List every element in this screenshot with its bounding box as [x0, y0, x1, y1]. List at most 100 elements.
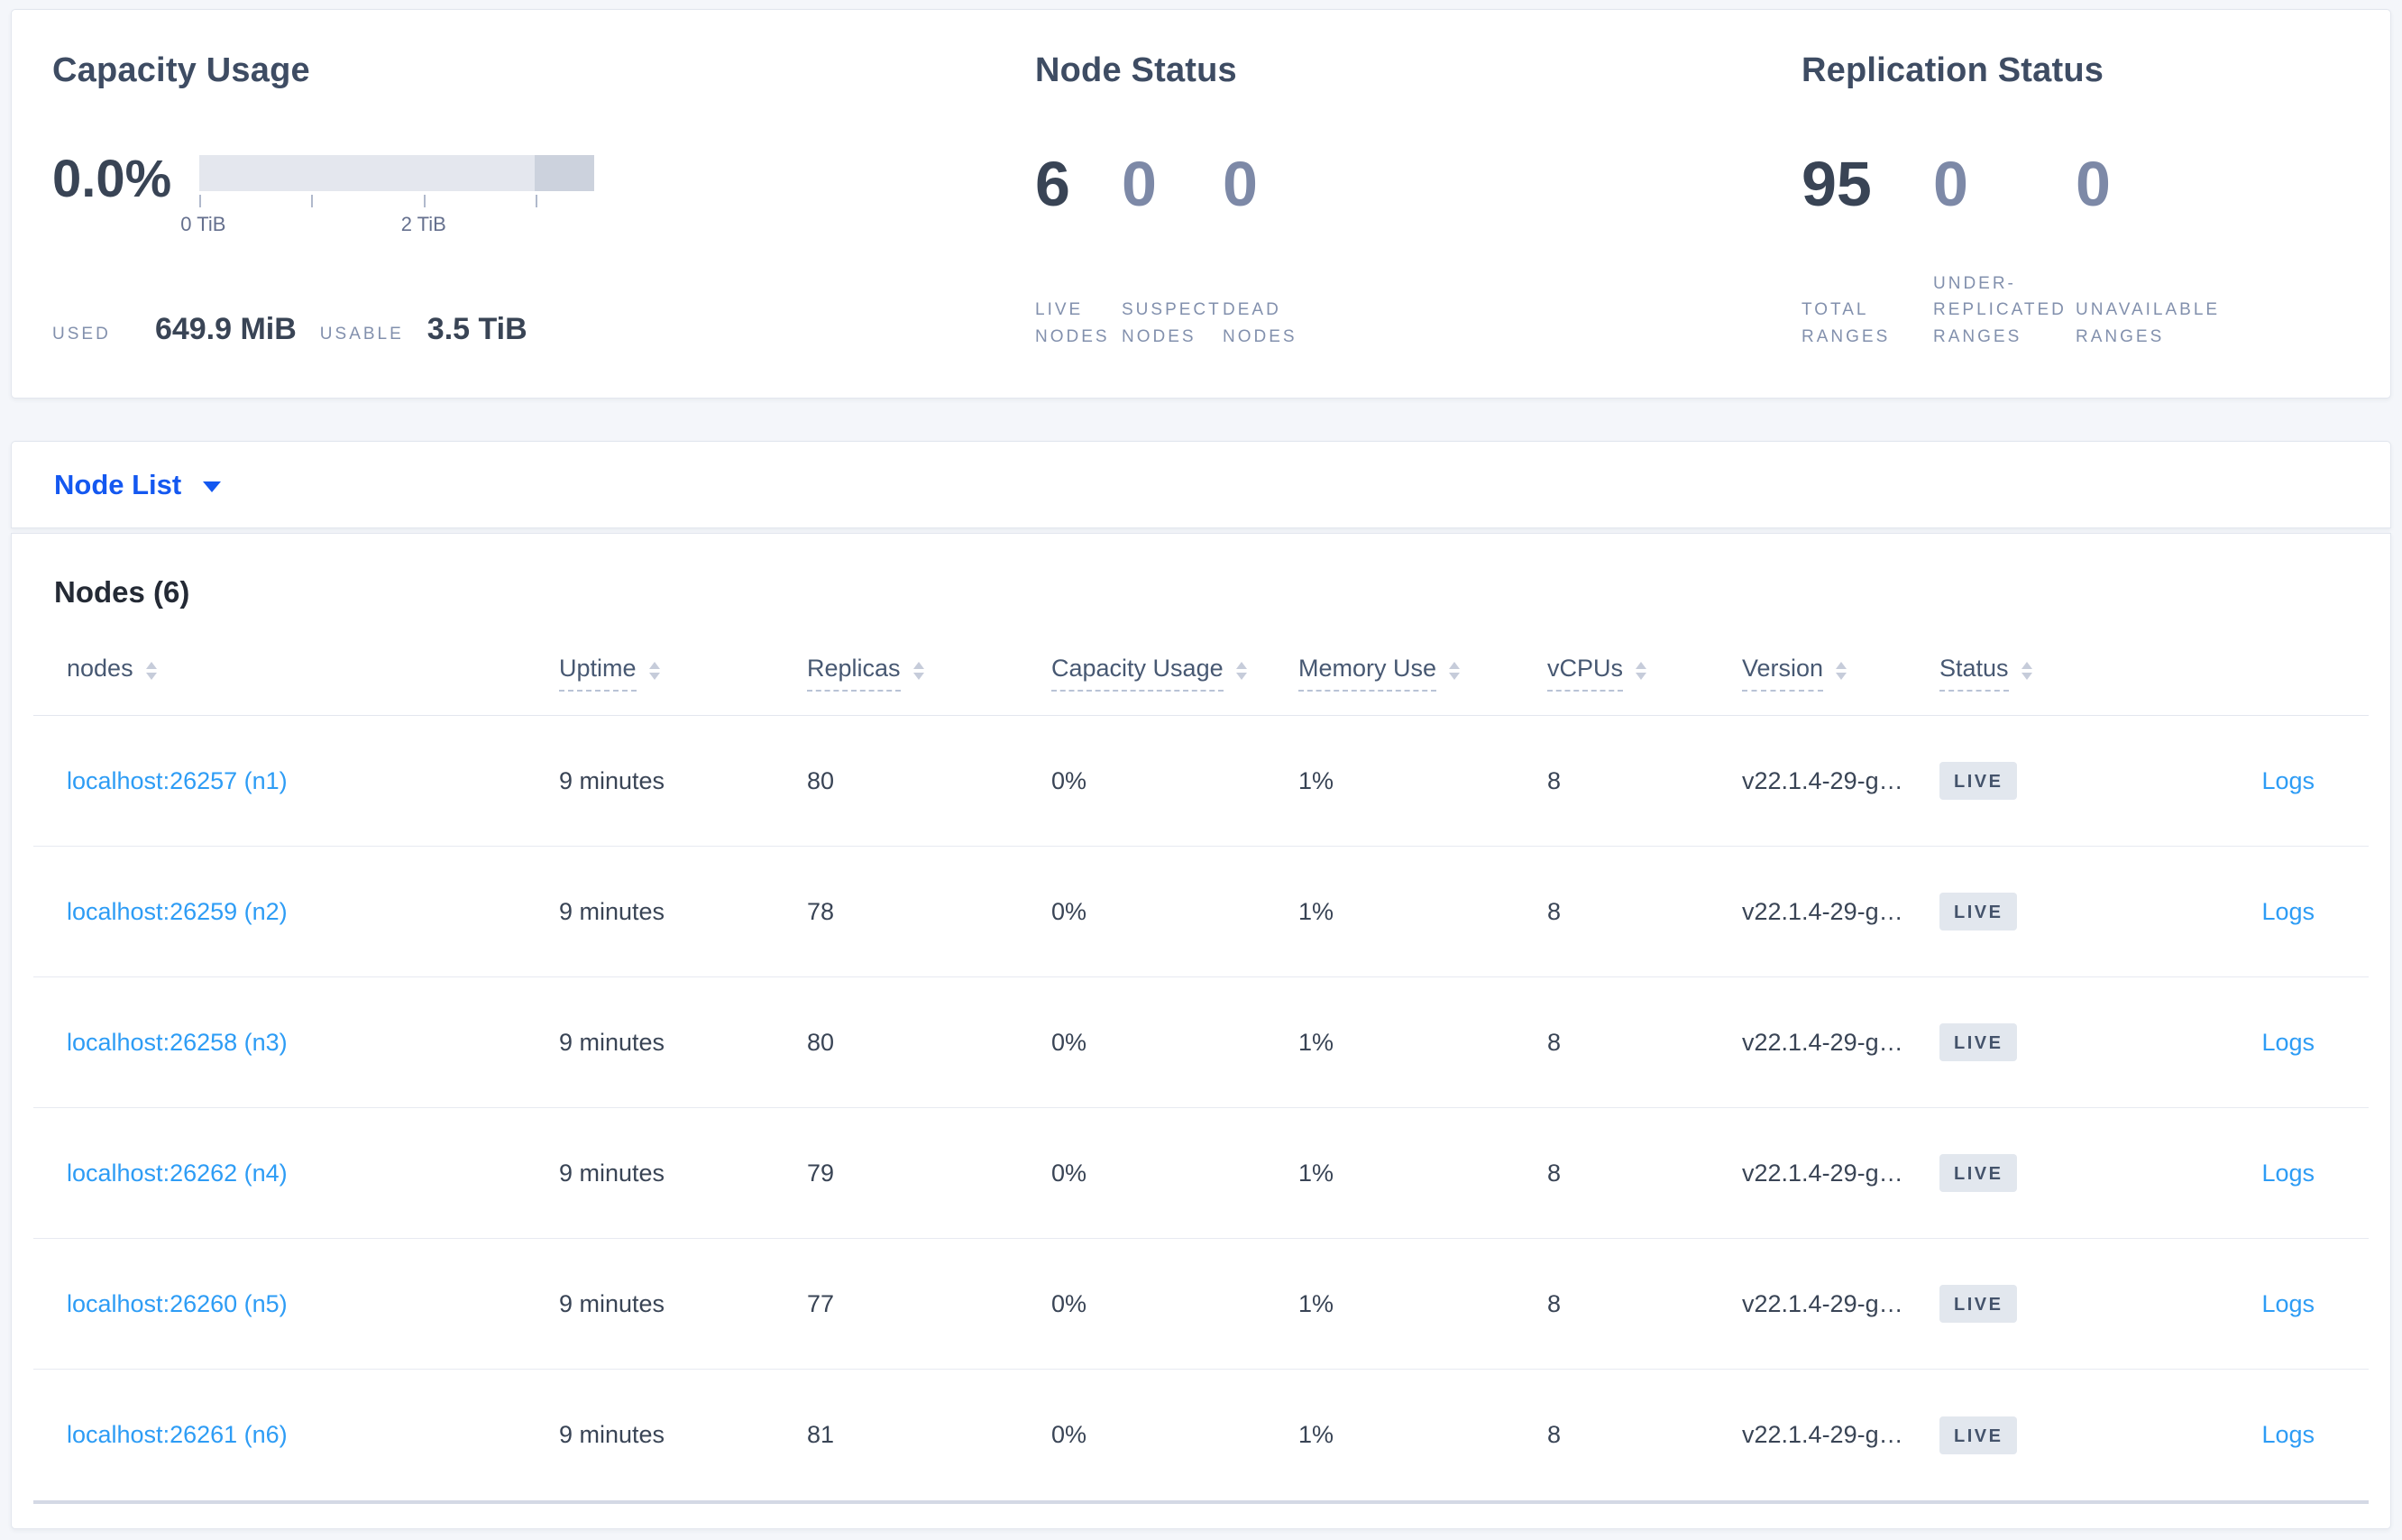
replicas-cell: 81: [807, 1421, 835, 1448]
stat-label: UNDER-REPLICATED RANGES: [1933, 273, 2067, 346]
status-badge: LIVE: [1939, 1154, 2018, 1192]
axis-tick-label: 0 TiB: [180, 213, 226, 235]
cluster-summary-panel: Capacity Usage 0.0% 0 TiB 2 TiB USED 6: [11, 9, 2391, 399]
column-header-memory-use[interactable]: Memory Use: [1298, 655, 1547, 692]
node-link[interactable]: localhost:26258 (n3): [67, 1028, 288, 1056]
table-header-row: nodes Uptime Replicas Capacity Usage Mem…: [33, 646, 2369, 716]
column-header-uptime[interactable]: Uptime: [559, 655, 807, 692]
view-selector-bar: Node List: [11, 441, 2391, 528]
column-header-label: Uptime: [559, 655, 637, 692]
replicas-cell: 77: [807, 1289, 835, 1317]
capacity-usage-cell: 0%: [1051, 1028, 1087, 1056]
logs-link[interactable]: Logs: [2261, 1421, 2315, 1448]
uptime-cell: 9 minutes: [559, 1289, 665, 1317]
logs-link[interactable]: Logs: [2261, 1028, 2315, 1056]
column-header-nodes[interactable]: nodes: [33, 655, 559, 690]
node-link[interactable]: localhost:26260 (n5): [67, 1289, 288, 1317]
memory-use-cell: 1%: [1298, 1289, 1334, 1317]
total-ranges-stat: 95 TOTAL RANGES: [1802, 152, 1933, 350]
status-badge: LIVE: [1939, 1285, 2018, 1323]
vcpus-cell: 8: [1547, 1289, 1562, 1317]
column-header-label: Capacity Usage: [1051, 655, 1224, 692]
logs-link[interactable]: Logs: [2261, 1289, 2315, 1317]
suspect-nodes-stat: 0 SUSPECT NODES: [1122, 149, 1223, 350]
version-cell: v22.1.4-29-g…: [1742, 1421, 1903, 1448]
caret-down-icon: [203, 481, 222, 492]
sort-icon: [648, 662, 660, 680]
replicas-cell: 79: [807, 1159, 835, 1187]
vcpus-cell: 8: [1547, 897, 1562, 925]
nodes-panel: Nodes (6) nodes Uptime Replicas Capacity…: [11, 533, 2391, 1529]
capacity-percent: 0.0%: [52, 150, 172, 208]
version-cell: v22.1.4-29-g…: [1742, 1289, 1903, 1317]
sort-icon: [1636, 662, 1647, 680]
nodes-heading: Nodes (6): [54, 575, 190, 609]
sort-icon: [912, 662, 924, 680]
node-link[interactable]: localhost:26262 (n4): [67, 1159, 288, 1187]
vcpus-cell: 8: [1547, 766, 1562, 794]
node-link[interactable]: localhost:26259 (n2): [67, 897, 288, 925]
capacity-usage-title: Capacity Usage: [52, 51, 310, 89]
status-badge: LIVE: [1939, 1416, 2018, 1454]
table-row: localhost:26262 (n4) 9 minutes 79 0% 1% …: [33, 1108, 2369, 1239]
status-badge: LIVE: [1939, 893, 2018, 930]
capacity-usage-cell: 0%: [1051, 766, 1087, 794]
table-row: localhost:26259 (n2) 9 minutes 78 0% 1% …: [33, 847, 2369, 977]
table-row: localhost:26257 (n1) 9 minutes 80 0% 1% …: [33, 716, 2369, 847]
usable-value: 3.5 TiB: [426, 312, 527, 346]
sort-icon: [2021, 662, 2032, 680]
stat-label: TOTAL RANGES: [1802, 300, 1891, 346]
usable-label: USABLE: [319, 325, 404, 344]
capacity-bar-other-segment: [535, 155, 594, 191]
replication-stats: 95 TOTAL RANGES 0 UNDER-REPLICATED RANGE…: [1802, 149, 2350, 350]
axis-tick: [311, 195, 314, 207]
memory-use-cell: 1%: [1298, 1028, 1334, 1056]
uptime-cell: 9 minutes: [559, 897, 665, 925]
stat-value: 6: [1035, 149, 1070, 219]
replication-status-section: Replication Status 95 TOTAL RANGES 0 UND…: [1802, 51, 2350, 398]
logs-link[interactable]: Logs: [2261, 766, 2315, 794]
stat-value: 0: [1122, 149, 1157, 219]
uptime-cell: 9 minutes: [559, 766, 665, 794]
stat-value: 0: [1223, 149, 1258, 219]
node-link[interactable]: localhost:26261 (n6): [67, 1421, 288, 1448]
used-label: USED: [52, 325, 111, 344]
column-header-status[interactable]: Status: [1939, 655, 2165, 692]
replicas-cell: 78: [807, 897, 835, 925]
stat-value: 0: [1933, 149, 1968, 219]
version-cell: v22.1.4-29-g…: [1742, 766, 1903, 794]
status-badge: LIVE: [1939, 1023, 2018, 1061]
stat-label: UNAVAILABLE RANGES: [2076, 300, 2221, 346]
node-status-title: Node Status: [1035, 51, 1237, 89]
column-header-replicas[interactable]: Replicas: [807, 655, 1051, 692]
stat-label: SUSPECT NODES: [1122, 300, 1222, 346]
logs-link[interactable]: Logs: [2261, 897, 2315, 925]
sort-icon: [145, 662, 157, 680]
unavailable-ranges-stat: 0 UNAVAILABLE RANGES: [2076, 152, 2247, 350]
axis-tick: [199, 195, 201, 207]
column-header-capacity-usage[interactable]: Capacity Usage: [1051, 655, 1298, 692]
capacity-usage-cell: 0%: [1051, 897, 1087, 925]
memory-use-cell: 1%: [1298, 766, 1334, 794]
stat-label: LIVE NODES: [1035, 300, 1110, 346]
column-header-label: Memory Use: [1298, 655, 1437, 692]
replicas-cell: 80: [807, 766, 835, 794]
version-cell: v22.1.4-29-g…: [1742, 1028, 1903, 1056]
node-list-dropdown[interactable]: Node List: [54, 469, 222, 501]
sort-icon: [1449, 662, 1461, 680]
logs-link[interactable]: Logs: [2261, 1159, 2315, 1187]
memory-use-cell: 1%: [1298, 1159, 1334, 1187]
axis-tick: [536, 195, 538, 207]
replication-status-title: Replication Status: [1802, 51, 2104, 89]
node-link[interactable]: localhost:26257 (n1): [67, 766, 288, 794]
under-replicated-ranges-stat: 0 UNDER-REPLICATED RANGES: [1933, 149, 2076, 350]
live-nodes-stat: 6 LIVE NODES: [1035, 149, 1122, 350]
column-header-version[interactable]: Version: [1742, 655, 1939, 692]
axis-tick-label: 2 TiB: [400, 213, 446, 235]
uptime-cell: 9 minutes: [559, 1159, 665, 1187]
vcpus-cell: 8: [1547, 1159, 1562, 1187]
uptime-cell: 9 minutes: [559, 1028, 665, 1056]
column-header-vcpus[interactable]: vCPUs: [1547, 655, 1742, 692]
dead-nodes-stat: 0 DEAD NODES: [1223, 149, 1358, 350]
node-status-stats: 6 LIVE NODES 0 SUSPECT NODES 0 DEAD NODE…: [1035, 149, 1802, 350]
